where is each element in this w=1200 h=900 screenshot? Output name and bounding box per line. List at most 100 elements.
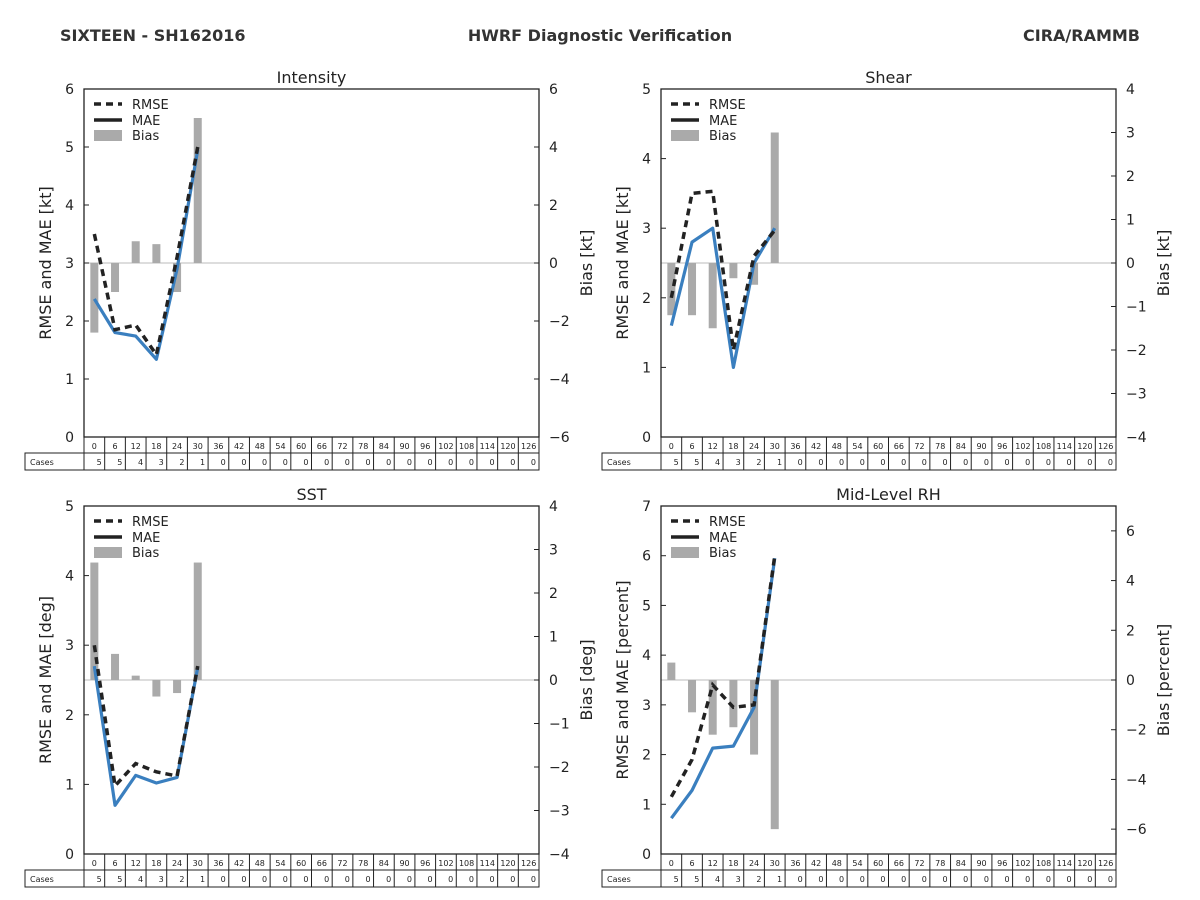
- case-count: 0: [839, 875, 844, 884]
- lead-time-label: 42: [234, 442, 244, 451]
- lead-time-label: 36: [790, 442, 800, 451]
- legend-bias-label: Bias: [709, 546, 736, 561]
- legend-bias-swatch: [671, 547, 699, 558]
- lead-time-label: 96: [420, 859, 430, 868]
- lead-time-label: 72: [337, 442, 347, 451]
- case-count: 0: [963, 458, 968, 467]
- case-count: 0: [798, 458, 803, 467]
- lead-time-label: 120: [500, 442, 515, 451]
- y-tick-label: 0: [65, 430, 74, 446]
- case-count: 0: [324, 458, 329, 467]
- lead-time-label: 54: [275, 442, 285, 451]
- lead-time-label: 24: [172, 859, 182, 868]
- case-count: 1: [777, 875, 782, 884]
- lead-time-label: 114: [1057, 442, 1072, 451]
- case-count: 0: [818, 458, 823, 467]
- y-tick-label: 5: [65, 499, 74, 515]
- lead-time-label: 84: [379, 442, 389, 451]
- cases-row: [24, 452, 540, 471]
- chart-title: Shear: [865, 68, 912, 87]
- lead-time-label: 6: [112, 859, 117, 868]
- lead-time-label: 60: [873, 442, 883, 451]
- lead-time-label: 24: [749, 859, 759, 868]
- chart-title: Intensity: [277, 68, 347, 87]
- y-tick-label: 2: [65, 314, 74, 330]
- case-count: 5: [97, 875, 102, 884]
- case-count: 0: [901, 458, 906, 467]
- case-count: 0: [386, 458, 391, 467]
- case-count: 2: [756, 458, 761, 467]
- y2-tick-label: 3: [1126, 126, 1135, 142]
- rmse-line: [92, 146, 200, 359]
- case-count: 0: [303, 875, 308, 884]
- y2-axis-label: Bias [percent]: [1154, 624, 1173, 736]
- lead-time-label: 48: [832, 442, 842, 451]
- lead-time-label: 84: [379, 859, 389, 868]
- lead-time-label: 12: [708, 859, 718, 868]
- y2-tick-label: −1: [1126, 300, 1147, 316]
- lead-time-label: 126: [521, 859, 536, 868]
- y-axis-label: RMSE and MAE [kt]: [36, 186, 55, 339]
- y2-axis-label: Bias [deg]: [577, 639, 596, 720]
- y-tick-label: 1: [65, 777, 74, 793]
- y-tick-label: 7: [642, 499, 651, 515]
- bias-bar: [111, 263, 120, 292]
- bias-bar: [770, 132, 779, 263]
- case-count: 0: [303, 458, 308, 467]
- y2-tick-label: 2: [549, 198, 558, 214]
- bias-bar: [193, 562, 202, 680]
- lead-time-label: 6: [689, 442, 694, 451]
- bias-bar: [708, 680, 717, 735]
- lead-time-label: 60: [296, 442, 306, 451]
- chart-title: SST: [296, 485, 326, 504]
- lead-time-label: 18: [151, 859, 161, 868]
- lead-time-label: 78: [935, 442, 945, 451]
- y-axis-label: RMSE and MAE [deg]: [36, 596, 55, 764]
- bias-bar: [152, 680, 161, 697]
- lead-time-label: 114: [480, 442, 495, 451]
- case-count: 0: [365, 875, 370, 884]
- case-count: 0: [1067, 875, 1072, 884]
- lead-time-label: 0: [669, 442, 674, 451]
- case-count: 1: [200, 458, 205, 467]
- y2-tick-label: −4: [549, 372, 570, 388]
- y-tick-label: 1: [642, 360, 651, 376]
- y2-tick-label: −2: [1126, 343, 1147, 359]
- y2-tick-label: 1: [549, 630, 558, 646]
- mae-line: [670, 557, 777, 820]
- lead-time-label: 126: [1098, 859, 1113, 868]
- case-count: 0: [922, 875, 927, 884]
- y2-tick-label: 0: [1126, 256, 1135, 272]
- lead-time-label: 120: [1077, 859, 1092, 868]
- lead-time-label: 102: [438, 442, 453, 451]
- legend-rmse-label: RMSE: [132, 515, 169, 530]
- case-count: 0: [1025, 875, 1030, 884]
- bias-bar: [688, 263, 697, 316]
- case-count: 0: [510, 875, 515, 884]
- case-count: 0: [469, 458, 474, 467]
- case-count: 2: [179, 875, 184, 884]
- legend-mae-label: MAE: [709, 114, 737, 129]
- case-count: 0: [241, 875, 246, 884]
- case-count: 0: [490, 458, 495, 467]
- y2-tick-label: −4: [1126, 430, 1147, 446]
- lead-time-label: 78: [935, 859, 945, 868]
- lead-time-label: 108: [1036, 442, 1051, 451]
- lead-time-label: 120: [500, 859, 515, 868]
- case-count: 0: [531, 875, 536, 884]
- lead-time-label: 48: [255, 859, 265, 868]
- y2-axis-label: Bias [kt]: [577, 230, 596, 297]
- case-count: 0: [469, 875, 474, 884]
- lead-time-label: 6: [112, 442, 117, 451]
- case-count: 0: [984, 458, 989, 467]
- lead-time-label: 78: [358, 859, 368, 868]
- case-count: 3: [159, 458, 164, 467]
- bias-bar: [750, 263, 759, 285]
- lead-time-label: 90: [976, 859, 986, 868]
- y-tick-label: 0: [642, 430, 651, 446]
- bias-bar: [729, 680, 738, 728]
- mae-line: [92, 665, 200, 807]
- rmse-line: [669, 189, 777, 351]
- bias-bar: [193, 118, 202, 263]
